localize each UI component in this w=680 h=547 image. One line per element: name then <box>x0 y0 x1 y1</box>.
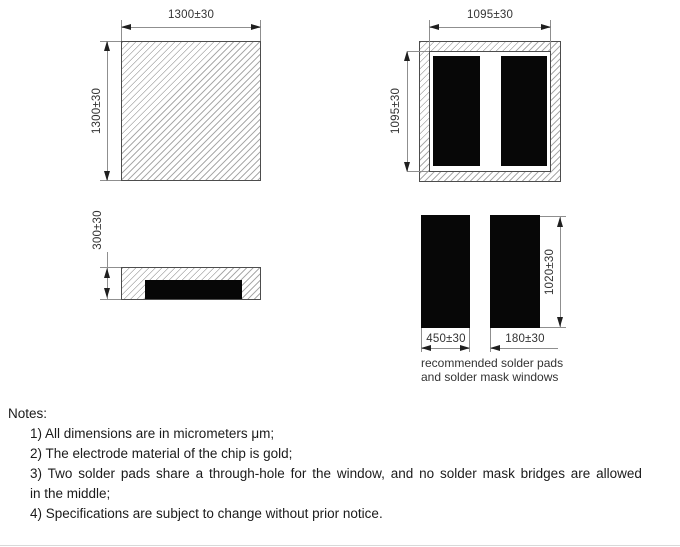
arrowhead-right-icon <box>251 24 261 30</box>
solder-pad-left <box>421 215 470 328</box>
extension-line <box>407 51 429 52</box>
arrowhead-down-icon <box>104 288 110 298</box>
arrowhead-down-icon <box>104 171 110 181</box>
extension-line <box>407 171 429 172</box>
extension-line <box>540 327 566 328</box>
arrowhead-down-icon <box>557 317 563 327</box>
arrowhead-left-icon <box>121 24 131 30</box>
notes-title: Notes: <box>8 406 48 421</box>
extension-line <box>100 299 121 300</box>
extension-line <box>429 20 430 51</box>
dimension-label-chip-width: 1300±30 <box>167 9 215 21</box>
dimension-line <box>490 348 558 349</box>
arrowhead-up-icon <box>104 268 110 278</box>
note-line: 4) Specifications are subject to change … <box>30 506 383 521</box>
note-line: 3) Two solder pads share a through-hole … <box>30 466 642 481</box>
arrowhead-right-icon <box>460 345 470 351</box>
arrowhead-up-icon <box>557 217 563 227</box>
extension-line <box>421 328 422 352</box>
extension-line <box>469 328 470 352</box>
arrowhead-left-icon <box>490 345 500 351</box>
arrowhead-down-icon <box>404 162 410 172</box>
dimension-line <box>407 51 408 172</box>
dimension-label-window-width: 1095±30 <box>466 9 514 21</box>
extension-line <box>490 328 491 352</box>
dimension-line <box>421 348 470 349</box>
note-line: in the middle; <box>30 486 111 501</box>
solder-pad-right <box>490 215 540 328</box>
extension-line <box>550 20 551 51</box>
arrowhead-up-icon <box>104 41 110 51</box>
extension-line <box>121 20 122 41</box>
arrowhead-right-icon <box>541 24 551 30</box>
electrode-left <box>433 56 480 166</box>
notes-block: Notes: 1) All dimensions are in micromet… <box>8 404 642 524</box>
chip-body-hatched <box>121 41 261 181</box>
dimension-label-pad-gap: 180±30 <box>505 333 545 345</box>
caption-line-2: and solder mask windows <box>421 369 559 384</box>
page-bottom-rule <box>0 545 680 546</box>
electrode-right <box>501 56 547 166</box>
dimension-label-pad-width: 450±30 <box>426 333 466 345</box>
extension-line <box>540 216 566 217</box>
note-line: 2) The electrode material of the chip is… <box>30 446 293 461</box>
note-line: 1) All dimensions are in micrometers μm; <box>30 426 275 441</box>
dimension-line <box>107 41 108 181</box>
solder-pads-caption: recommended solder pads and solder mask … <box>421 356 564 384</box>
extension-line <box>260 20 261 41</box>
bottom-electrode-bar <box>145 280 242 299</box>
dimension-line <box>121 27 261 28</box>
dimension-line <box>560 217 561 327</box>
extension-line <box>100 267 121 268</box>
extension-line <box>100 41 121 42</box>
arrowhead-left-icon <box>421 345 431 351</box>
dimension-line <box>429 27 551 28</box>
dimension-label-pad-height: 1020±30 <box>544 248 556 296</box>
arrowhead-left-icon <box>429 24 439 30</box>
extension-line <box>100 180 121 181</box>
arrowhead-up-icon <box>404 51 410 61</box>
caption-line-1: recommended solder pads <box>421 356 564 370</box>
